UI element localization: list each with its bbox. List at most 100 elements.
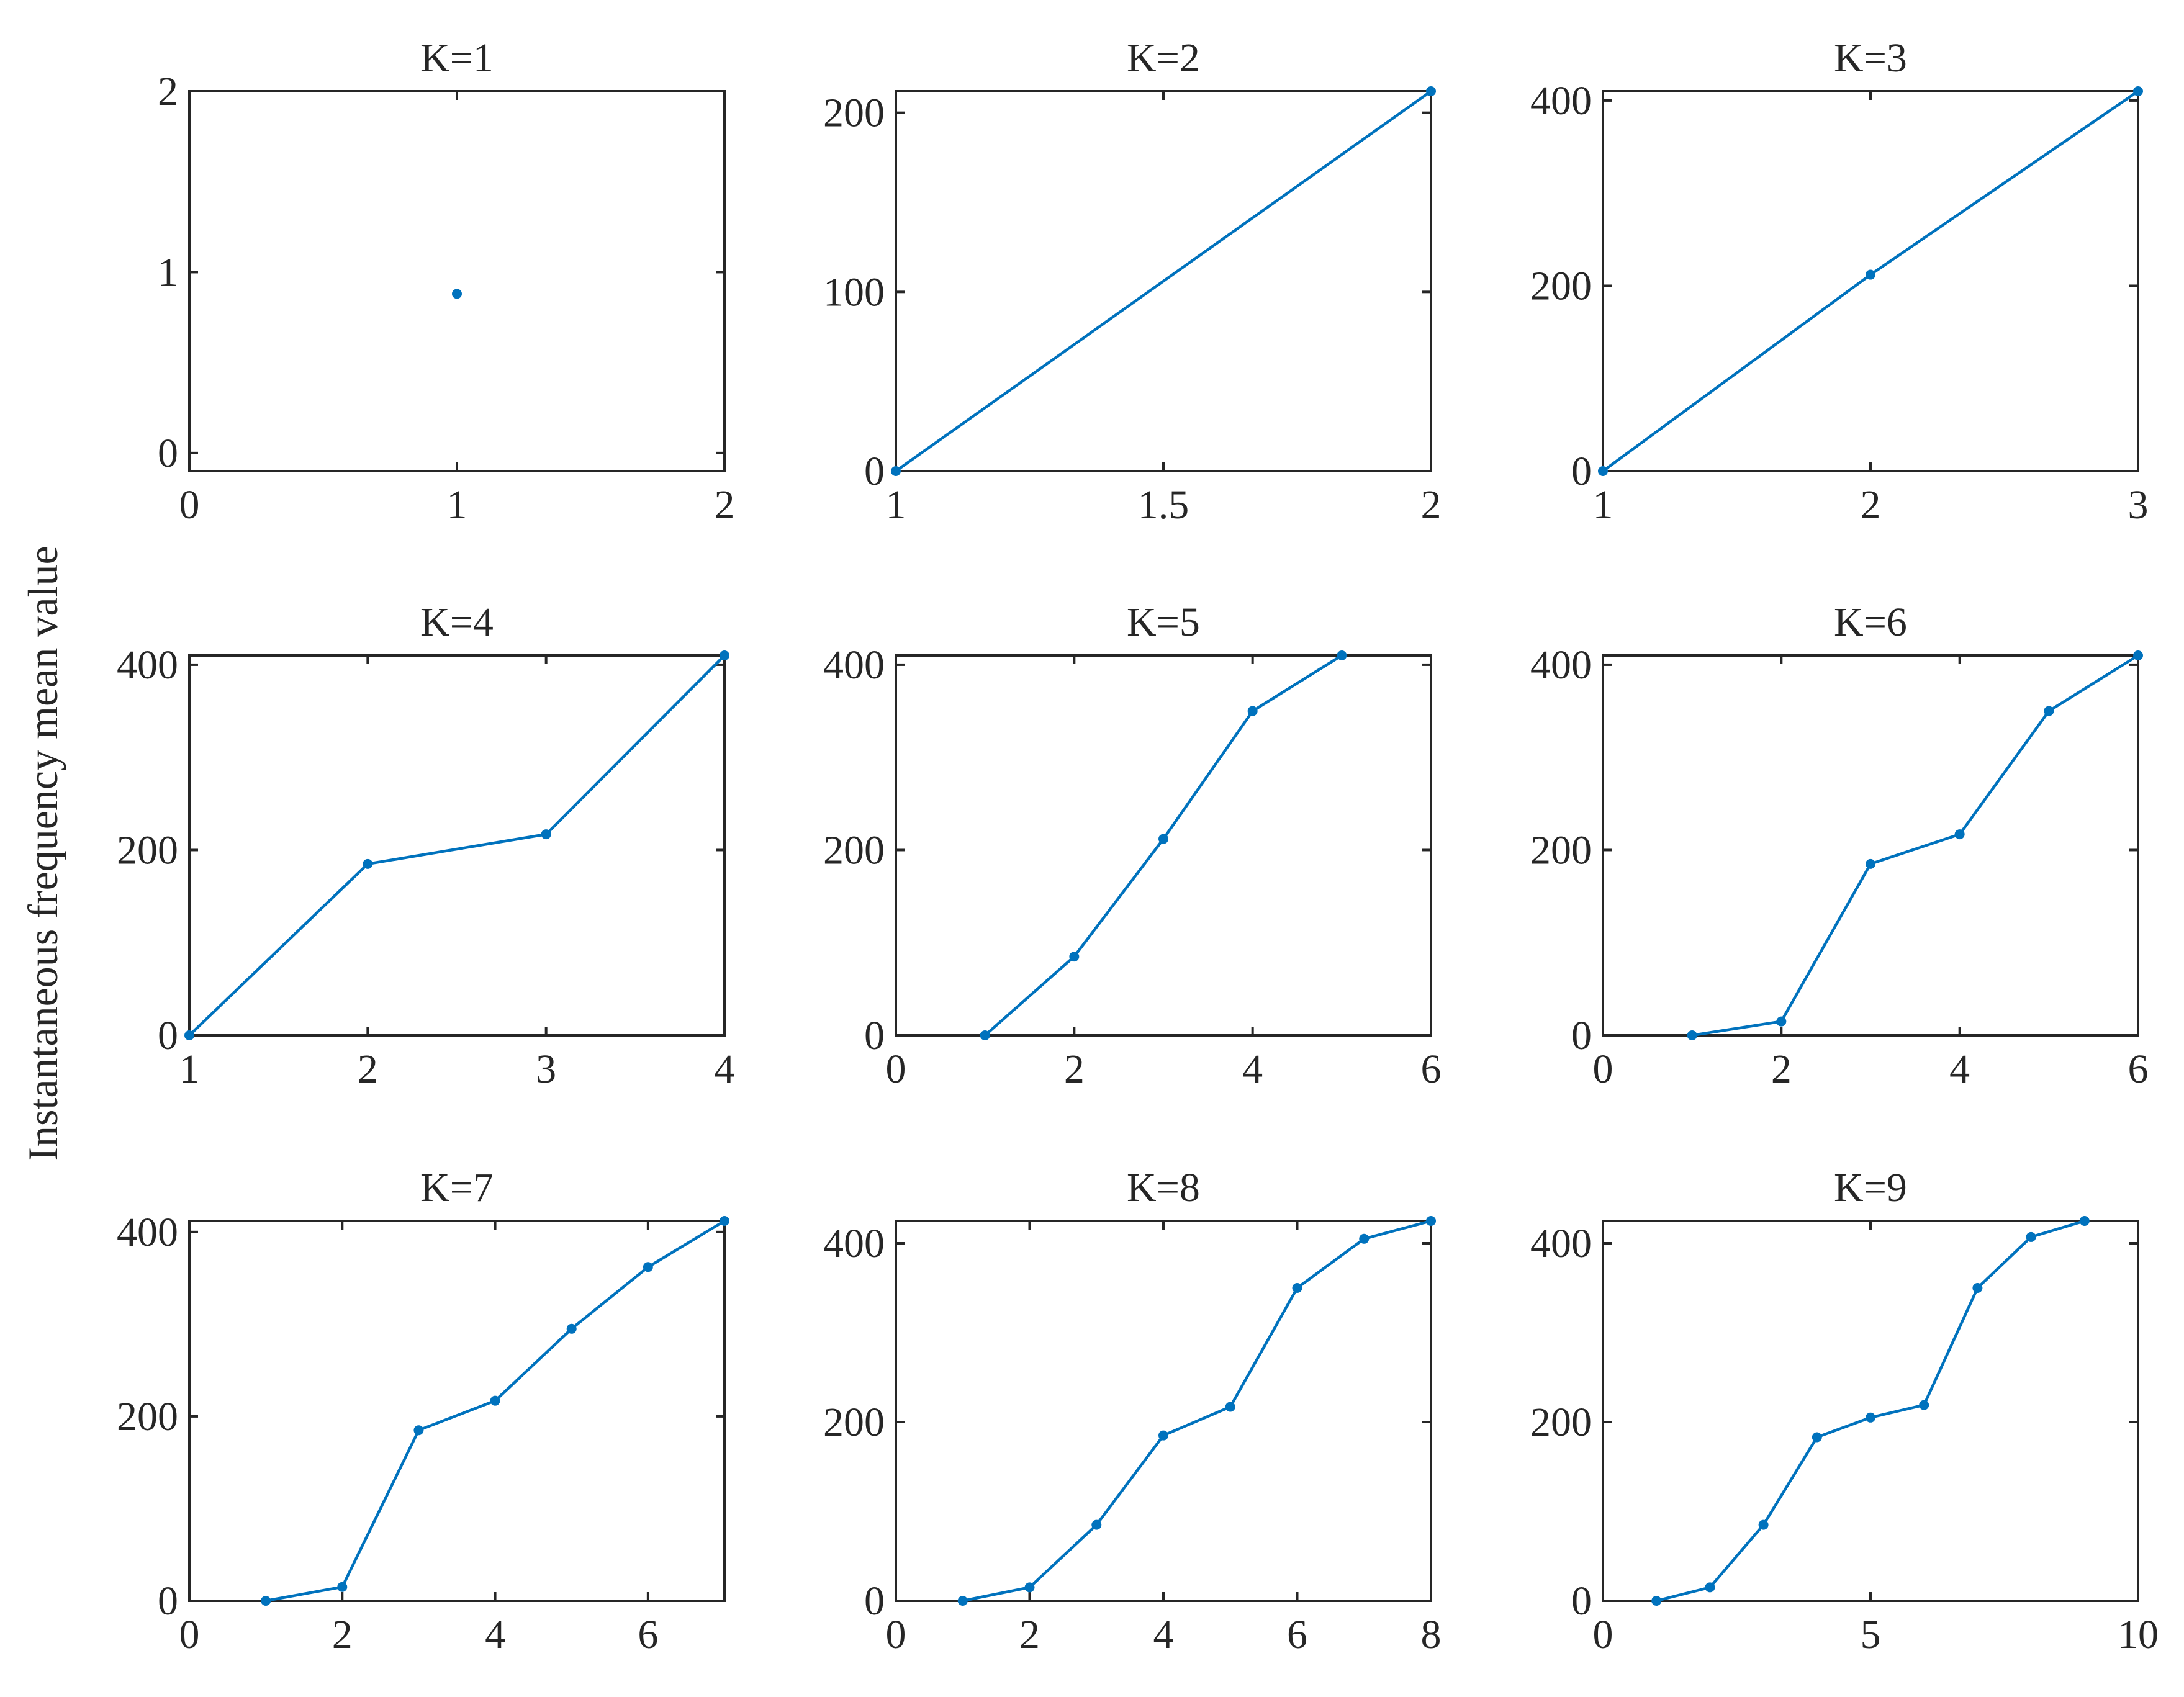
data-point xyxy=(1158,1430,1168,1441)
data-point xyxy=(413,1425,424,1436)
y-tick-label: 0 xyxy=(1571,449,1592,494)
panel-title: K=3 xyxy=(1834,35,1907,81)
axes-frame xyxy=(188,1220,726,1602)
data-point xyxy=(490,1395,500,1406)
data-point xyxy=(261,1596,271,1606)
data-point xyxy=(1091,1519,1102,1530)
x-tick-label: 2 xyxy=(1064,1047,1085,1092)
x-tick-label: 2 xyxy=(358,1047,378,1092)
x-tick-label: 1 xyxy=(886,482,906,528)
x-tick-label: 0 xyxy=(179,482,200,528)
data-point xyxy=(1705,1582,1715,1593)
y-axis-label: Instantaneous frequency mean value xyxy=(19,546,66,1161)
data-point xyxy=(2026,1231,2036,1242)
data-point xyxy=(2133,650,2143,660)
axes-frame xyxy=(895,654,1432,1037)
data-point xyxy=(452,289,462,299)
x-tick-label: 2 xyxy=(1861,482,1881,528)
data-point xyxy=(184,1030,194,1040)
data-point xyxy=(1225,1402,1235,1412)
data-point xyxy=(2044,706,2054,716)
series-line xyxy=(984,654,1343,1037)
y-tick-label: 0 xyxy=(158,431,178,476)
data-point xyxy=(1247,706,1258,716)
data-point xyxy=(1024,1582,1035,1593)
data-point xyxy=(1651,1596,1662,1606)
y-tick-label: 0 xyxy=(1571,1013,1592,1058)
x-tick-label: 1 xyxy=(179,1047,200,1092)
x-tick-label: 6 xyxy=(1421,1047,1442,1092)
series-line xyxy=(188,654,726,1037)
x-tick-label: 3 xyxy=(2128,482,2149,528)
x-tick-label: 6 xyxy=(2128,1047,2149,1092)
data-point xyxy=(957,1596,968,1606)
x-tick-label: 4 xyxy=(1949,1047,1970,1092)
x-tick-label: 0 xyxy=(1593,1047,1613,1092)
y-tick-label: 200 xyxy=(1530,1400,1592,1445)
panel-title: K=2 xyxy=(1127,35,1200,81)
x-tick-label: 4 xyxy=(1153,1612,1174,1657)
x-tick-label: 8 xyxy=(1421,1612,1442,1657)
axes-frame xyxy=(188,654,726,1037)
x-tick-label: 5 xyxy=(1861,1612,1881,1657)
data-point xyxy=(1292,1283,1302,1293)
panel-title: K=5 xyxy=(1127,600,1200,645)
axes-frame xyxy=(1602,654,2139,1037)
panel-k4: K=4 1 2 3 4 0 200 400 xyxy=(117,600,735,1092)
y-tick-label: 200 xyxy=(823,91,885,136)
data-point xyxy=(1359,1233,1370,1244)
data-point xyxy=(643,1262,653,1272)
x-tick-label: 0 xyxy=(886,1612,906,1657)
data-point xyxy=(1687,1030,1697,1040)
data-point xyxy=(1866,1412,1875,1423)
y-tick-label: 400 xyxy=(1530,1221,1592,1266)
series-line xyxy=(1692,654,2139,1037)
data-point xyxy=(2079,1216,2090,1226)
data-point xyxy=(891,466,901,476)
data-point xyxy=(1776,1016,1787,1027)
y-tick-label: 400 xyxy=(823,1221,885,1266)
panel-title: K=1 xyxy=(420,35,494,81)
data-point xyxy=(541,829,551,840)
series-line xyxy=(265,1220,726,1603)
y-tick-label: 400 xyxy=(823,642,885,688)
series-line xyxy=(1602,90,2139,472)
panel-k1: K=1 0 1 2 0 1 2 xyxy=(158,35,735,528)
axes-frame xyxy=(188,90,726,472)
x-tick-label: 1.5 xyxy=(1138,482,1189,528)
y-tick-label: 400 xyxy=(117,1210,178,1255)
y-tick-label: 0 xyxy=(864,449,885,494)
y-tick-label: 400 xyxy=(1530,78,1592,124)
panel-k3: K=3 1 2 3 0 200 400 xyxy=(1530,35,2149,528)
y-tick-label: 1 xyxy=(158,250,178,295)
y-tick-label: 0 xyxy=(864,1578,885,1624)
data-point xyxy=(720,1216,729,1226)
data-point xyxy=(337,1582,348,1592)
x-tick-label: 10 xyxy=(2118,1612,2159,1657)
panel-title: K=6 xyxy=(1834,600,1907,645)
data-point xyxy=(720,650,729,660)
data-point xyxy=(980,1030,990,1040)
x-tick-label: 4 xyxy=(485,1612,505,1657)
y-tick-label: 0 xyxy=(158,1013,178,1058)
data-point xyxy=(1954,829,1965,840)
x-tick-label: 2 xyxy=(1421,482,1442,528)
y-tick-label: 400 xyxy=(1530,642,1592,688)
data-point xyxy=(1426,86,1436,96)
data-point xyxy=(1337,650,1347,660)
x-tick-label: 3 xyxy=(536,1047,556,1092)
data-point xyxy=(1426,1216,1436,1226)
axes-frame xyxy=(1602,1220,2139,1602)
data-point xyxy=(1069,952,1080,962)
y-tick-label: 200 xyxy=(117,827,178,873)
data-point xyxy=(1812,1432,1822,1443)
panel-k5: K=5 0 2 4 6 0 200 400 xyxy=(823,600,1442,1092)
y-tick-label: 100 xyxy=(823,269,885,315)
axes-frame xyxy=(895,1220,1432,1602)
panel-title: K=9 xyxy=(1834,1165,1907,1210)
x-tick-label: 0 xyxy=(886,1047,906,1092)
panel-k8: K=8 0 2 4 6 8 0 200 400 xyxy=(823,1165,1442,1657)
data-point xyxy=(566,1323,577,1334)
